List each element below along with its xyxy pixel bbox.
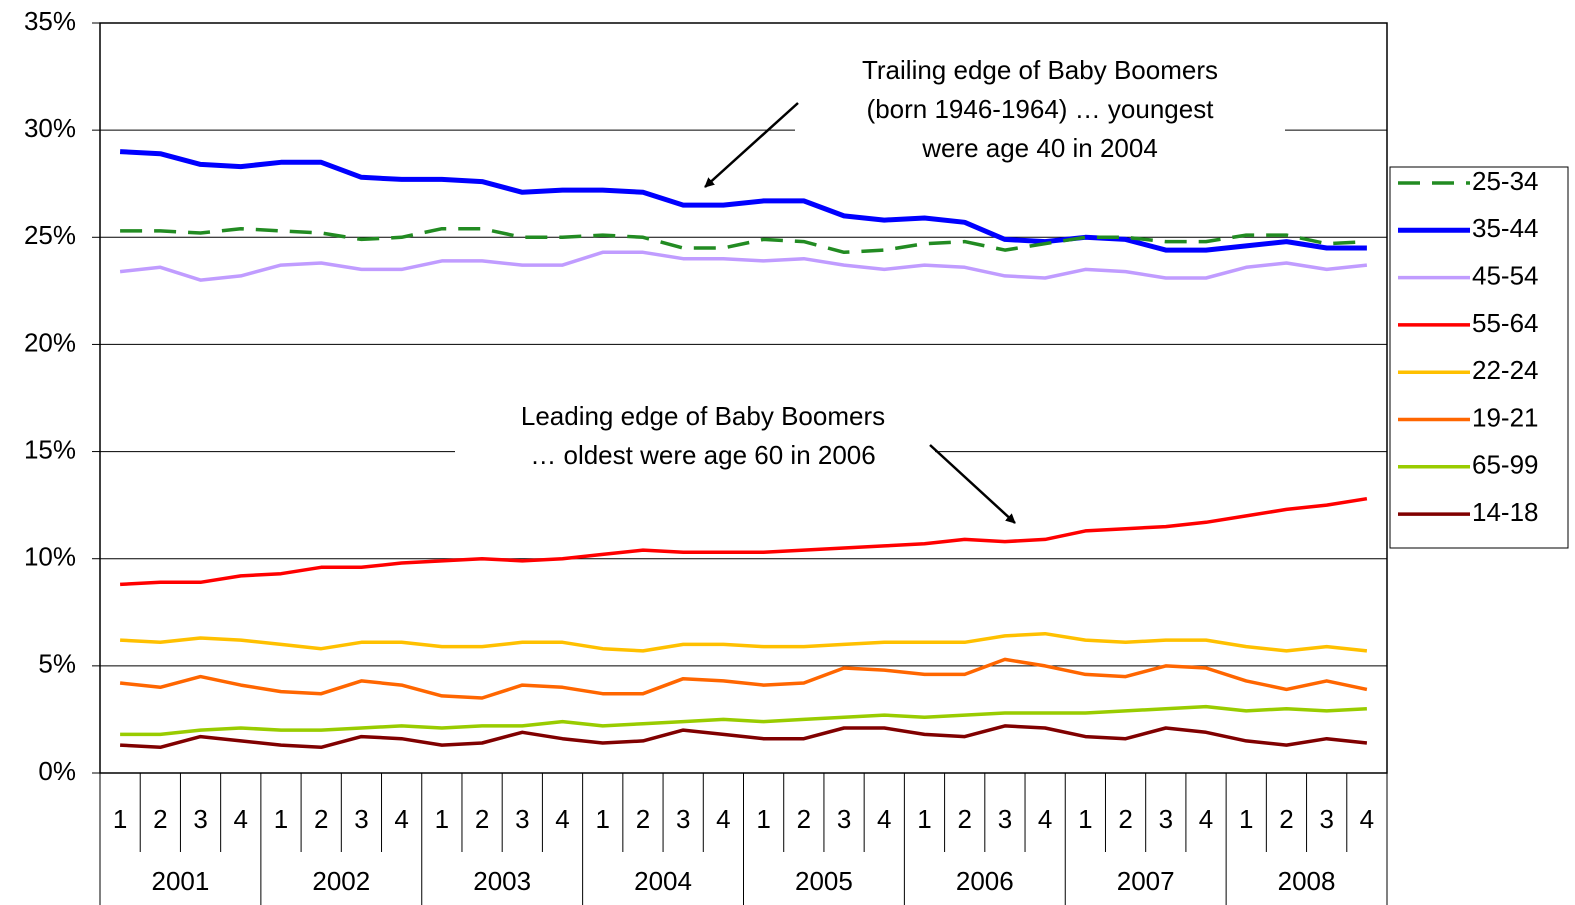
x-tick-label: 2 [636, 804, 650, 834]
x-tick-label: 4 [877, 804, 891, 834]
x-tick-label: 4 [716, 804, 730, 834]
x-tick-label: 1 [435, 804, 449, 834]
x-group-label: 2001 [152, 866, 210, 896]
x-group-label: 2007 [1117, 866, 1175, 896]
x-group-label: 2003 [473, 866, 531, 896]
legend-label: 65-99 [1472, 450, 1539, 480]
annotation: … oldest were age 60 in 2006 [530, 440, 875, 470]
legend-label: 14-18 [1472, 497, 1539, 527]
legend-label: 35-44 [1472, 213, 1539, 243]
x-tick-label: 3 [1159, 804, 1173, 834]
x-tick-label: 4 [234, 804, 248, 834]
series-line [120, 724, 1368, 750]
x-tick-label: 2 [1118, 804, 1132, 834]
annotation-background [455, 395, 935, 483]
x-tick-label: 1 [1078, 804, 1092, 834]
x-tick-label: 2 [314, 804, 328, 834]
y-tick-label: 5% [38, 649, 76, 679]
series-line [119, 250, 1368, 282]
x-group-label: 2005 [795, 866, 853, 896]
x-tick-label: 2 [957, 804, 971, 834]
x-tick-label: 3 [193, 804, 207, 834]
x-tick-label: 1 [113, 804, 127, 834]
annotation: Leading edge of Baby Boomers [521, 401, 885, 431]
y-tick-label: 0% [38, 756, 76, 786]
series-line [120, 704, 1367, 737]
y-tick-label: 20% [24, 327, 76, 357]
x-tick-label: 4 [394, 804, 408, 834]
x-group-label: 2006 [956, 866, 1014, 896]
x-tick-label: 2 [153, 804, 167, 834]
y-tick-label: 10% [24, 542, 76, 572]
series-line [119, 657, 1368, 700]
y-tick-label: 35% [24, 6, 76, 36]
series-line [120, 496, 1368, 587]
x-tick-label: 3 [676, 804, 690, 834]
x-tick-label: 1 [756, 804, 770, 834]
annotation: (born 1946-1964) … youngest [867, 94, 1215, 124]
x-tick-label: 3 [1319, 804, 1333, 834]
annotation-background [795, 45, 1285, 170]
legend-label: 19-21 [1472, 402, 1539, 432]
x-group-label: 2002 [312, 866, 370, 896]
annotation-arrow [704, 102, 799, 188]
x-tick-label: 4 [555, 804, 569, 834]
x-tick-label: 4 [1038, 804, 1052, 834]
legend-label: 55-64 [1472, 308, 1539, 338]
annotation: Trailing edge of Baby Boomers [862, 55, 1218, 85]
legend-label: 25-34 [1472, 166, 1539, 196]
y-tick-label: 25% [24, 220, 76, 250]
x-tick-label: 3 [515, 804, 529, 834]
legend-label: 22-24 [1472, 355, 1539, 385]
x-tick-label: 3 [837, 804, 851, 834]
x-tick-label: 4 [1199, 804, 1213, 834]
annotation: were age 40 in 2004 [921, 133, 1158, 163]
y-tick-label: 30% [24, 113, 76, 143]
legend-label: 45-54 [1472, 260, 1539, 290]
x-tick-label: 3 [998, 804, 1012, 834]
x-tick-label: 3 [354, 804, 368, 834]
x-group-label: 2004 [634, 866, 692, 896]
x-tick-label: 4 [1360, 804, 1374, 834]
annotation-arrow [929, 444, 1016, 524]
x-tick-label: 2 [797, 804, 811, 834]
x-tick-label: 2 [1279, 804, 1293, 834]
series-line [120, 226, 1367, 255]
y-tick-label: 15% [24, 434, 76, 464]
x-group-label: 2008 [1278, 866, 1336, 896]
x-tick-label: 2 [475, 804, 489, 834]
x-tick-label: 1 [274, 804, 288, 834]
series-line [119, 149, 1367, 253]
x-tick-label: 1 [1239, 804, 1253, 834]
series-line [120, 631, 1368, 653]
x-tick-label: 1 [917, 804, 931, 834]
x-tick-label: 1 [596, 804, 610, 834]
